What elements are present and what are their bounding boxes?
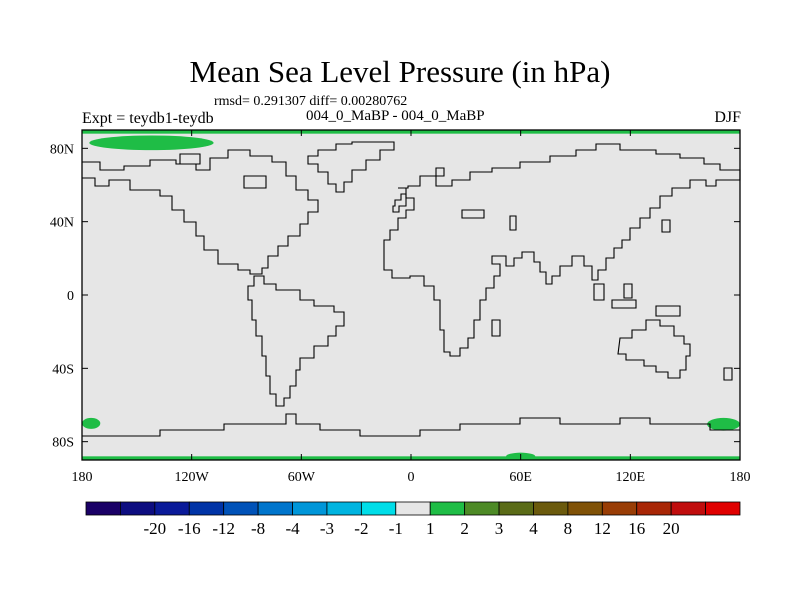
svalbard-coast: [435, 167, 445, 177]
colorbar-label-5: -3: [320, 519, 334, 538]
colorbar-swatch-4: [223, 501, 259, 516]
colorbar-swatch-15: [601, 501, 638, 516]
colorbar-label-8: 1: [426, 519, 435, 538]
x-tick-label-0: 180: [72, 470, 93, 485]
colorbar-label-13: 12: [594, 519, 611, 538]
x-tick-label-6: 180: [730, 470, 751, 485]
colorbar-label-2: -12: [212, 519, 235, 538]
colorbar-swatch-6: [292, 501, 328, 516]
colorbar-swatch-17: [670, 501, 706, 516]
stats-line: rmsd= 0.291307 diff= 0.00280762: [214, 94, 408, 109]
x-tick-label-2: 60W: [288, 470, 316, 485]
x-tick-label-5: 120E: [616, 470, 646, 485]
coastlines: [82, 141, 741, 437]
colorbar-swatch-7: [326, 501, 362, 516]
colorbar-label-14: 16: [628, 519, 645, 538]
madagascar-coast: [491, 319, 501, 337]
experiment-label: Expt = teydb1-teydb: [82, 110, 214, 127]
arabia-india-coast: [509, 215, 517, 231]
indonesia-coast: [593, 283, 681, 317]
colorbar-swatch-5: [257, 501, 293, 516]
baffin-coast: [243, 175, 267, 189]
axis-ticks: 180 120W 60W 0 60E 120E 180 80N 40N 0 40S 80S: [50, 130, 751, 485]
x-tick-label-3: 0: [408, 470, 415, 485]
y-tick-label-2: 0: [67, 289, 74, 304]
anomaly-region-4: [707, 417, 740, 431]
eurasia-africa-coast: [383, 143, 741, 357]
background-field: [82, 130, 740, 460]
colorbar-swatch-9: [395, 501, 431, 516]
colorbar-swatch-2: [154, 501, 190, 516]
colorbar-swatch-11: [464, 501, 500, 516]
colorbar-label-4: -4: [285, 519, 300, 538]
australia-coast: [617, 319, 691, 379]
south-america-coast: [247, 275, 345, 407]
colorbar-swatch-1: [120, 501, 156, 516]
japan-coast: [661, 219, 671, 233]
antarctica-coast: [82, 413, 740, 437]
colorbar-swatch-0: [85, 501, 121, 516]
colorbar-label-10: 3: [495, 519, 504, 538]
period-label: 004_0_MaBP - 004_0_MaBP: [306, 108, 485, 124]
x-tick-label-4: 60E: [509, 470, 532, 485]
north-america-coast: [82, 149, 319, 275]
colorbar-label-6: -2: [354, 519, 368, 538]
colorbar-label-0: -20: [144, 519, 167, 538]
colorbar: -20 -16 -12 -8 -4 -3 -2 -1 1 2 3 4 8 12 16 20: [85, 501, 741, 538]
season-label: DJF: [714, 109, 741, 126]
colorbar-label-12: 8: [564, 519, 573, 538]
hudson-coast: [179, 153, 201, 165]
colorbar-swatch-18: [705, 501, 741, 516]
colorbar-swatch-16: [636, 501, 672, 516]
colorbar-label-11: 4: [529, 519, 538, 538]
colorbar-swatch-8: [360, 501, 397, 516]
x-tick-label-1: 120W: [175, 470, 210, 485]
caspian-coast: [461, 209, 485, 219]
colorbar-swatch-13: [533, 501, 569, 516]
y-tick-label-1: 40N: [50, 216, 74, 231]
new-zealand-coast: [723, 367, 733, 381]
colorbar-label-1: -16: [178, 519, 201, 538]
y-tick-label-3: 40S: [52, 362, 74, 377]
y-tick-label-0: 80N: [50, 142, 74, 157]
colorbar-label-7: -1: [389, 519, 403, 538]
colorbar-label-9: 2: [460, 519, 469, 538]
anomaly-region-3: [82, 417, 101, 429]
colorbar-swatch-3: [188, 501, 225, 516]
uk-coast: [392, 193, 407, 213]
anomaly-region-2: [89, 135, 214, 151]
colorbar-swatch-10: [429, 501, 466, 516]
colorbar-swatch-12: [498, 501, 534, 516]
colorbar-swatch-14: [567, 501, 603, 516]
plot-title: Mean Sea Level Pressure (in hPa): [189, 54, 611, 89]
colorbar-label-15: 20: [663, 519, 680, 538]
y-tick-label-4: 80S: [52, 436, 74, 451]
colorbar-label-3: -8: [251, 519, 265, 538]
map-plot-area: [82, 130, 740, 461]
greenland-coast: [307, 141, 395, 193]
